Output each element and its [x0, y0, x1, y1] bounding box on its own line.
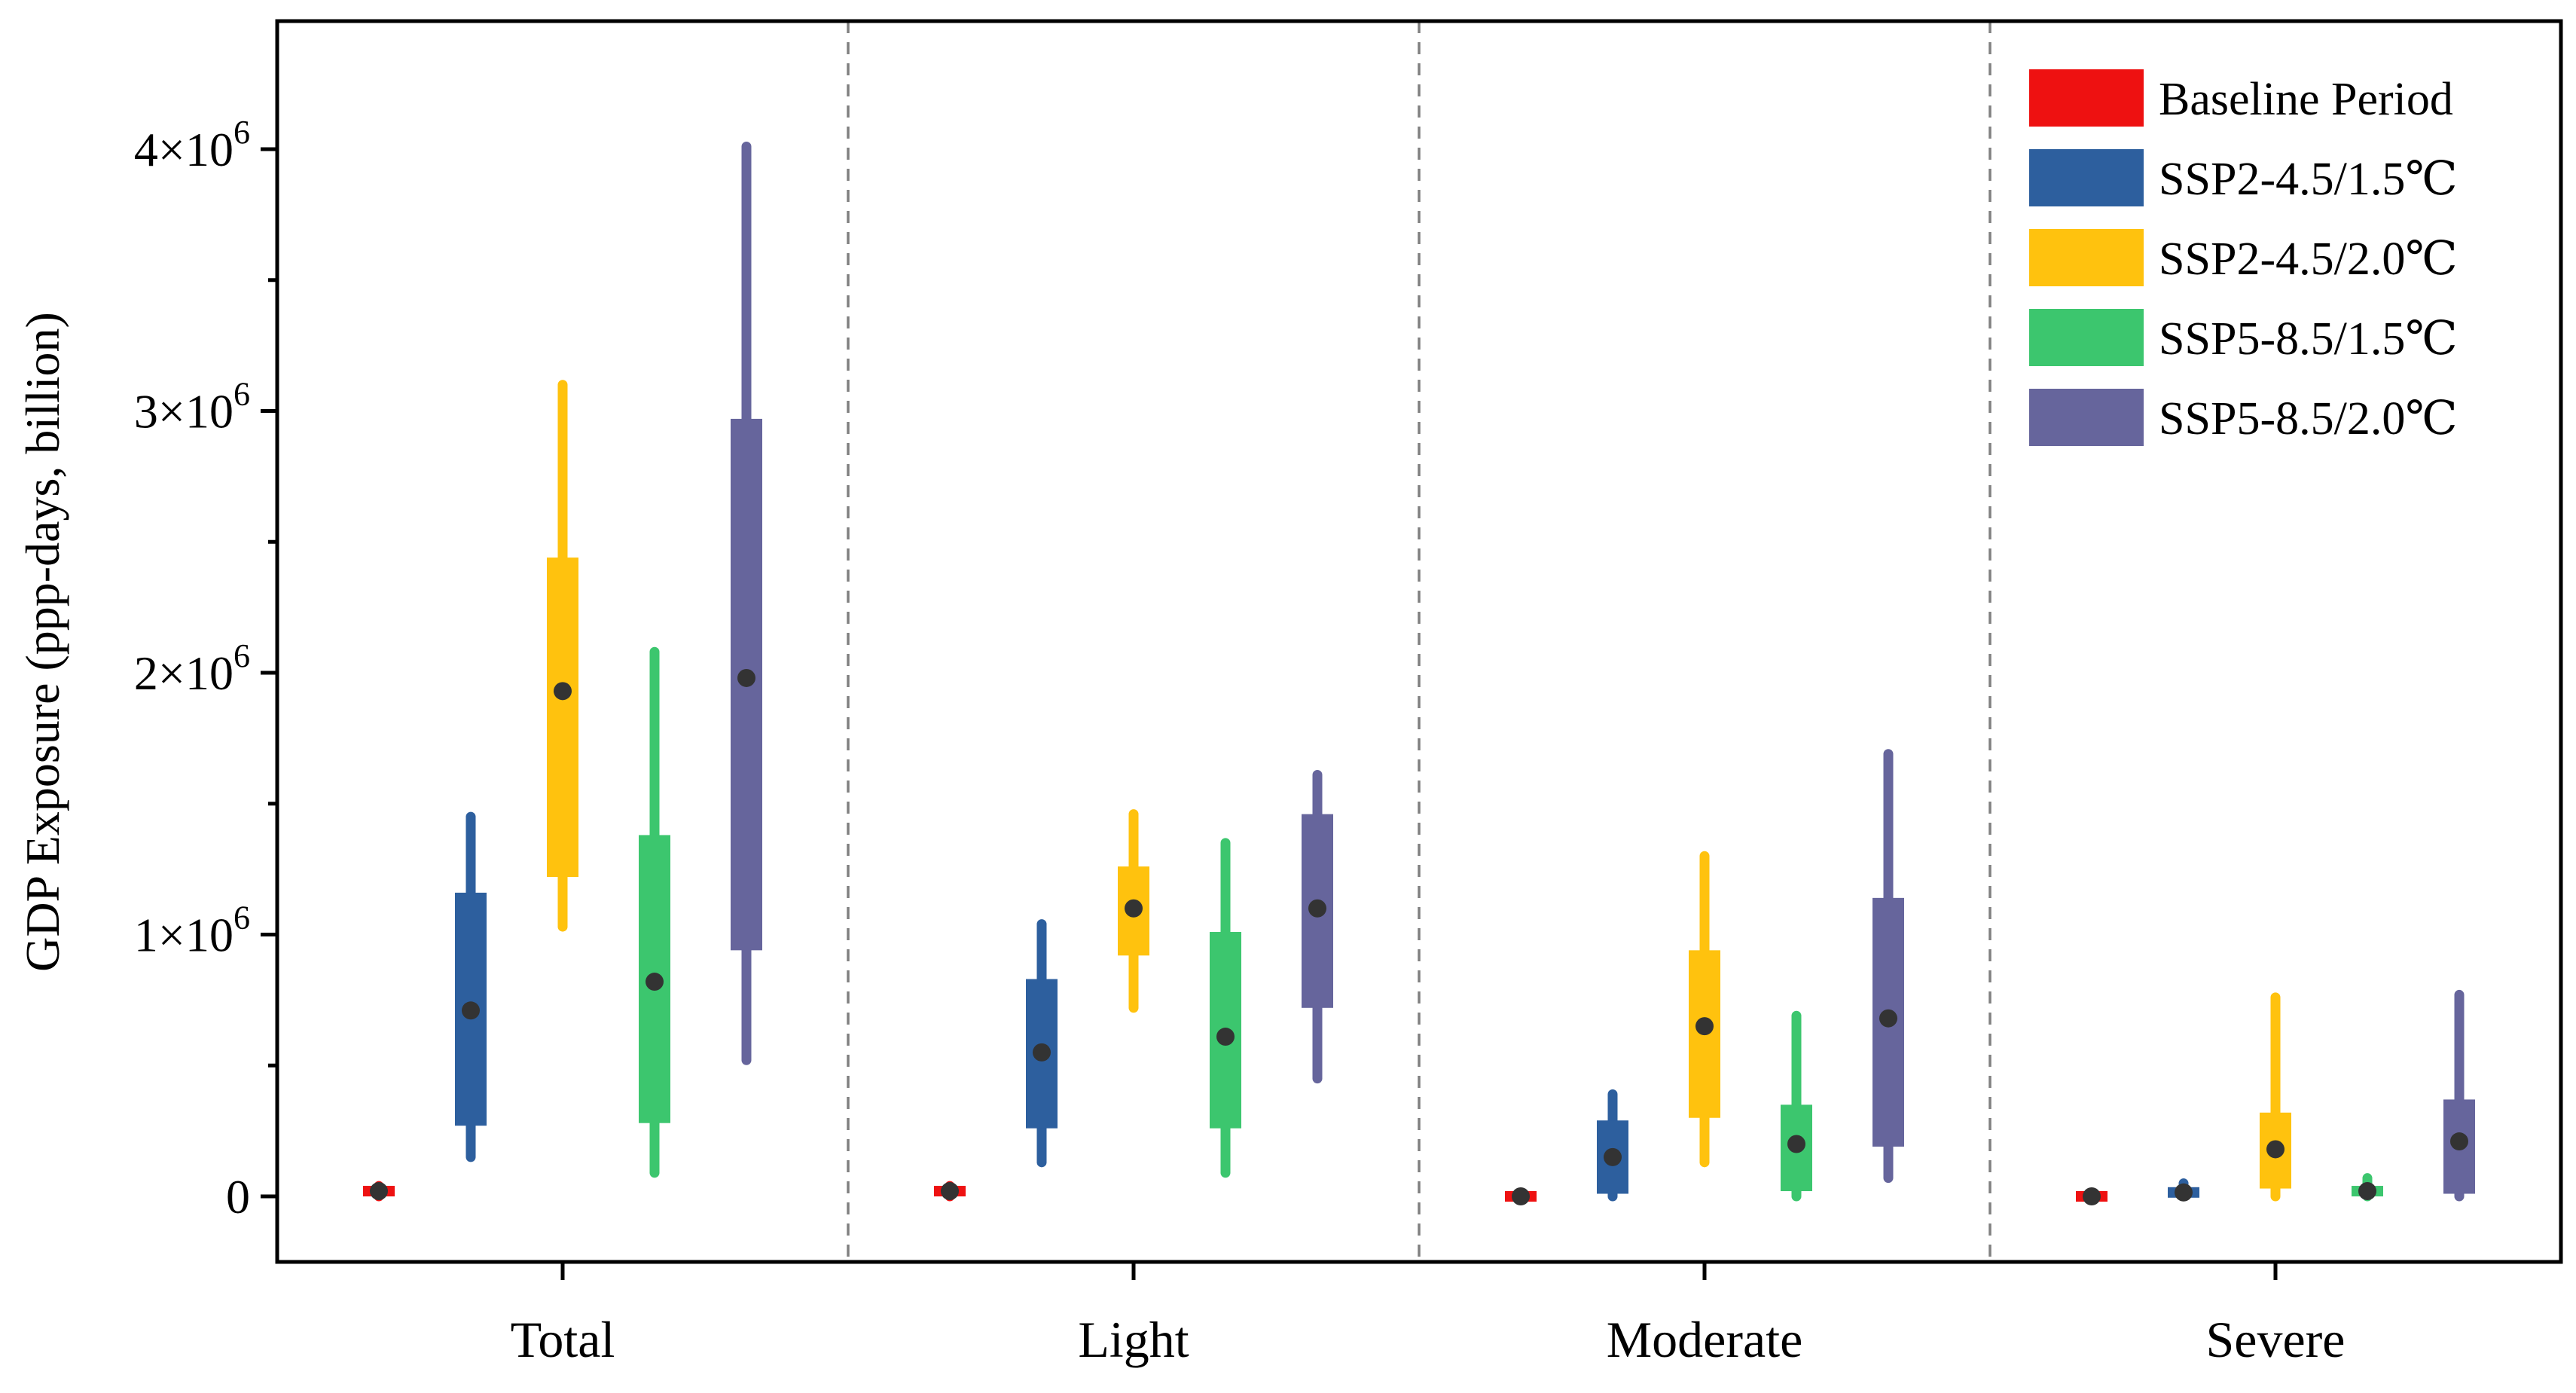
legend-label: SSP5-8.5/2.0℃ [2159, 393, 2458, 444]
legend-swatch [2029, 229, 2144, 286]
gridlines [847, 21, 1992, 1262]
box-median-dot [2358, 1182, 2376, 1201]
box-0-3 [2076, 1187, 2107, 1205]
box-median-dot [1604, 1147, 1622, 1166]
y-tick-label: 0 [226, 1170, 250, 1223]
box-median-dot [2083, 1187, 2101, 1205]
box-plots [363, 142, 2475, 1205]
box-median-dot [941, 1182, 959, 1201]
box-1-2 [1597, 1089, 1628, 1202]
legend-label: SSP5-8.5/1.5℃ [2159, 313, 2458, 365]
box-median-dot [737, 668, 755, 687]
box-median-dot [1695, 1017, 1714, 1036]
legend-label: SSP2-4.5/2.0℃ [2159, 234, 2458, 285]
box-0-1 [934, 1181, 966, 1202]
box-3-3 [2352, 1173, 2383, 1202]
box-3-1 [1210, 838, 1241, 1178]
legend-item: SSP2-4.5/2.0℃ [2029, 229, 2458, 286]
legend-item: SSP2-4.5/1.5℃ [2029, 149, 2458, 206]
box-median-dot [2266, 1140, 2285, 1159]
legend-item: Baseline Period [2029, 69, 2453, 127]
box-median-dot [1787, 1135, 1805, 1153]
box-median-dot [1125, 899, 1143, 918]
box-3-2 [1781, 1010, 1812, 1202]
box-3-0 [639, 646, 670, 1178]
box-2-3 [2260, 992, 2291, 1202]
x-tick-label: Severe [2205, 1311, 2345, 1368]
plot-frame [275, 19, 2563, 1264]
box-median-dot [2450, 1132, 2468, 1151]
box-4-1 [1302, 770, 1333, 1084]
legend-label: SSP2-4.5/1.5℃ [2159, 154, 2458, 205]
box-median-dot [1033, 1043, 1051, 1062]
legend: Baseline Period SSP2-4.5/1.5℃ SSP2-4.5/2.0… [2029, 69, 2458, 446]
y-tick-label: 1×106 [134, 900, 250, 962]
box-1-0 [455, 811, 487, 1162]
box-median-dot [1216, 1028, 1235, 1046]
x-tick-label: Light [1078, 1311, 1189, 1368]
box-median-dot [554, 682, 572, 701]
legend-swatch [2029, 309, 2144, 366]
box-median-dot [646, 973, 664, 991]
legend-item: SSP5-8.5/1.5℃ [2029, 309, 2458, 366]
box-median-dot [462, 1001, 480, 1020]
x-tick-label: Total [511, 1311, 615, 1368]
box-median-dot [1308, 899, 1326, 918]
box-median-dot [2175, 1183, 2193, 1202]
box-2-2 [1689, 851, 1720, 1168]
legend-swatch [2029, 69, 2144, 127]
box-4-0 [731, 142, 762, 1065]
box-0-2 [1505, 1187, 1537, 1205]
legend-swatch [2029, 389, 2144, 446]
box-median-dot [370, 1182, 388, 1201]
legend-item: SSP5-8.5/2.0℃ [2029, 389, 2458, 446]
y-tick-label: 3×106 [134, 376, 250, 438]
box-median-dot [1512, 1187, 1530, 1205]
box-2-1 [1118, 809, 1149, 1013]
legend-swatch [2029, 149, 2144, 206]
box-2-0 [547, 380, 578, 932]
y-axis-label: GDP Exposure (ppp-days, billion) [16, 312, 69, 972]
box-4-2 [1872, 749, 1904, 1184]
x-tick-label: Moderate [1607, 1311, 1803, 1368]
y-tick-label: 4×106 [134, 114, 250, 176]
box-median-dot [1879, 1009, 1897, 1028]
y-tick-label: 2×106 [134, 637, 250, 700]
box-1-1 [1026, 919, 1058, 1168]
axes: 0 1×106 2×106 3×106 4×106 Total Light Moderate S… [134, 19, 2563, 1368]
box-iqr [547, 558, 578, 878]
legend-label: Baseline Period [2159, 74, 2453, 125]
box-4-3 [2443, 989, 2475, 1202]
box-1-3 [2168, 1178, 2199, 1202]
box-0-0 [363, 1181, 395, 1202]
